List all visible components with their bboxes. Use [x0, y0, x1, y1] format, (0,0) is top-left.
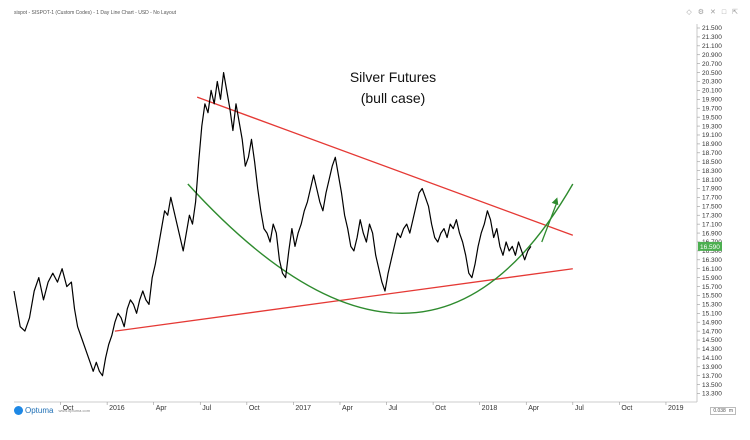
optuma-logo-icon: [14, 406, 23, 415]
y-tick-label: 17.100: [702, 221, 722, 228]
y-tick-label: 19.900: [702, 97, 722, 104]
y-tick-label: 20.300: [702, 79, 722, 86]
last-value-box: [698, 241, 722, 251]
maximize-icon[interactable]: □: [721, 9, 727, 16]
x-tick-label: 2017: [295, 405, 311, 412]
y-tick-label: 15.300: [702, 302, 722, 309]
price-series: [13, 72, 532, 377]
y-tick-label: 14.900: [702, 319, 722, 326]
gear-icon[interactable]: ⚙: [697, 9, 705, 16]
x-tick-label: Jul: [575, 405, 584, 412]
y-tick-label: 19.500: [702, 114, 722, 121]
optuma-logo-sub: www.optuma.com: [58, 408, 91, 413]
y-tick-label: 16.100: [702, 266, 722, 273]
x-tick-label: 2019: [668, 405, 684, 412]
y-tick-label: 14.100: [702, 355, 722, 362]
y-tick-label: 14.500: [702, 337, 722, 344]
y-tick-label: 21.300: [702, 34, 722, 41]
last-value-label: 16.590: [700, 244, 720, 251]
x-tick-label: 2016: [109, 405, 125, 412]
trend-annotations: [114, 96, 574, 332]
x-tick-label: Oct: [63, 405, 74, 412]
chart-subtitle: (bull case): [361, 90, 426, 106]
last-value-badge: 16.590: [698, 241, 722, 251]
zoom-readout[interactable]: 0.038 m: [710, 407, 736, 415]
y-tick-label: 21.500: [702, 25, 722, 32]
y-tick-label: 13.700: [702, 373, 722, 380]
y-tick-label: 13.500: [702, 382, 722, 389]
x-tick-label: 2018: [482, 405, 498, 412]
plot-area: [14, 24, 697, 402]
y-axis-ticks: 13.300 13.500 13.700 13.900 14.100 14.300 14.5…: [697, 25, 722, 398]
expand-icon[interactable]: ⇱: [732, 9, 738, 16]
close-icon[interactable]: ✕: [710, 9, 716, 16]
y-tick-label: 20.100: [702, 88, 722, 95]
y-tick-label: 17.700: [702, 195, 722, 202]
y-tick-label: 21.100: [702, 43, 722, 50]
x-tick-label: Jul: [389, 405, 398, 412]
resistance-trendline: [196, 96, 574, 236]
x-tick-label: Jul: [202, 405, 211, 412]
rounding-bottom-arc: [187, 183, 574, 314]
y-tick-label: 16.500: [702, 248, 722, 255]
x-tick-label: Apr: [156, 405, 168, 412]
y-tick-label: 16.900: [702, 230, 722, 237]
chart-title: Silver Futures: [350, 69, 436, 85]
diamond-icon[interactable]: ◇: [686, 9, 692, 16]
chart-header-title: sispot - SISPOT-1 (Custom Codes) - 1 Day…: [14, 10, 176, 16]
y-tick-label: 20.500: [702, 70, 722, 77]
bullish-arrow-shaft: [541, 201, 558, 243]
y-tick-label: 15.500: [702, 293, 722, 300]
optuma-logo: Optuma www.optuma.com: [14, 406, 90, 415]
zoom-value: 0.038: [713, 408, 726, 414]
y-tick-label: 15.900: [702, 275, 722, 282]
y-tick-label: 13.900: [702, 364, 722, 371]
y-tick-label: 18.700: [702, 150, 722, 157]
bullish-arrow-head: [551, 197, 559, 206]
y-tick-label: 19.300: [702, 123, 722, 130]
x-tick-label: Apr: [342, 405, 354, 412]
y-tick-label: 15.700: [702, 284, 722, 291]
optuma-logo-text: Optuma: [25, 406, 54, 415]
y-tick-label: 17.500: [702, 204, 722, 211]
x-tick-label: Oct: [249, 405, 260, 412]
support-trendline: [114, 268, 573, 332]
y-tick-label: 16.300: [702, 257, 722, 264]
y-tick-label: 18.900: [702, 141, 722, 148]
zoom-unit: m: [728, 408, 733, 414]
y-tick-label: 17.300: [702, 212, 722, 219]
y-tick-label: 14.300: [702, 346, 722, 353]
y-tick-label: 19.100: [702, 132, 722, 139]
y-tick-label: 18.500: [702, 159, 722, 166]
y-tick-label: 19.700: [702, 105, 722, 112]
chart-header: sispot - SISPOT-1 (Custom Codes) - 1 Day…: [0, 0, 750, 24]
y-tick-label: 18.100: [702, 177, 722, 184]
x-axis-ticks: Oct 2016 Apr Jul Oct 2017 Apr Jul Oct 2018 Apr Jul O…: [60, 402, 684, 412]
x-tick-label: Apr: [528, 405, 540, 412]
y-tick-label: 15.100: [702, 311, 722, 318]
window-controls: ◇ ⚙ ✕ □ ⇱: [686, 9, 738, 17]
y-tick-label: 20.900: [702, 52, 722, 59]
y-tick-label: 20.700: [702, 61, 722, 68]
chart-title-group: Silver Futures (bull case): [350, 69, 436, 106]
y-tick-label: 14.700: [702, 328, 722, 335]
x-tick-label: Oct: [435, 405, 446, 412]
y-tick-label: 18.300: [702, 168, 722, 175]
y-tick-label: 13.300: [702, 391, 722, 398]
price-line: [13, 72, 532, 377]
x-tick-label: Oct: [621, 405, 632, 412]
y-tick-label: 17.900: [702, 186, 722, 193]
